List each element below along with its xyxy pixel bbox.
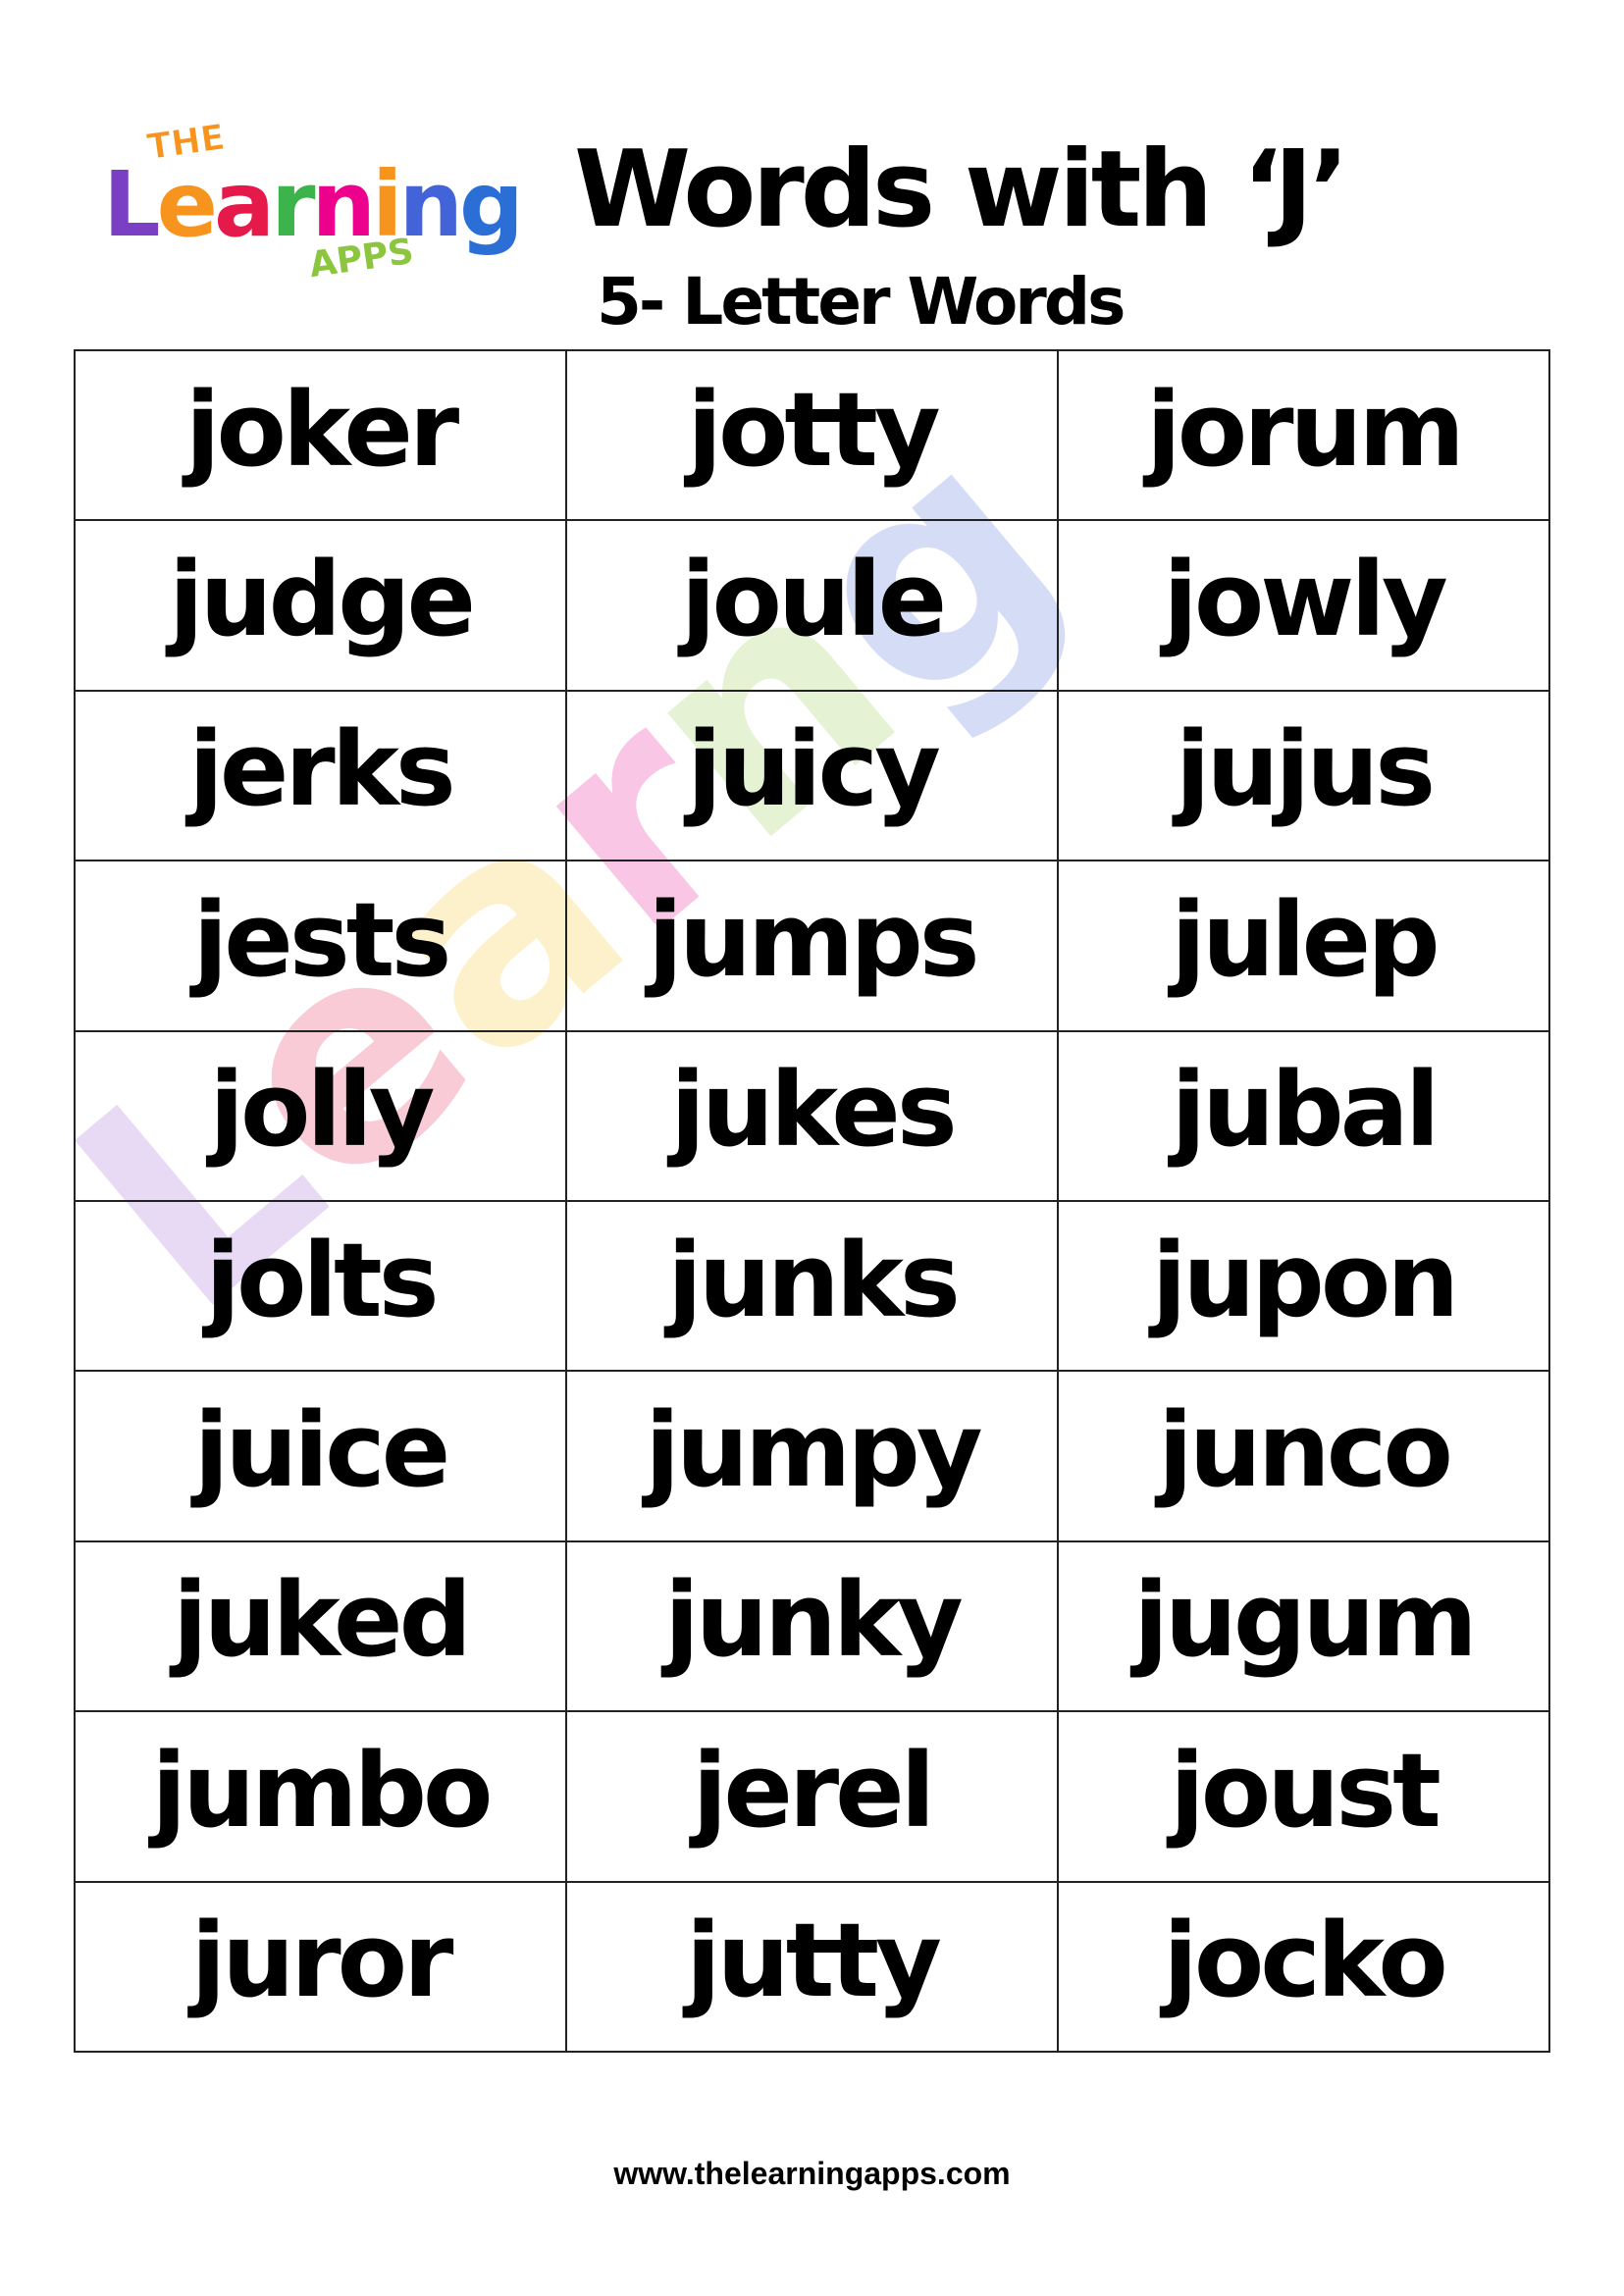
page-title: Words with ‘J’ <box>574 129 1349 251</box>
word-cell: judge <box>74 519 567 692</box>
word-cell: jorum <box>1057 348 1550 522</box>
word-cell: jowly <box>1057 519 1550 692</box>
word-cell: jotty <box>565 348 1059 522</box>
logo-letter: n <box>398 152 463 257</box>
logo-learning: Learning <box>103 152 524 257</box>
word-cell: jujus <box>1057 689 1550 862</box>
word-cell: jerel <box>565 1710 1059 1883</box>
word-cell: joust <box>1057 1710 1550 1883</box>
word-cell: jerks <box>74 689 567 862</box>
table-row: jerks juicy jujus <box>74 689 1550 862</box>
word-cell: jupon <box>1057 1199 1550 1373</box>
word-cell: junks <box>565 1199 1059 1373</box>
logo-letter: r <box>271 152 315 257</box>
word-cell: jocko <box>1057 1880 1550 2054</box>
table-row: jolts junks jupon <box>74 1199 1550 1373</box>
word-cell: juror <box>74 1880 567 2054</box>
logo-letter: L <box>103 152 161 257</box>
word-cell: jutty <box>565 1880 1059 2054</box>
the-learning-apps-logo: THE Learning APPS <box>103 117 524 286</box>
table-row: jests jumps julep <box>74 860 1550 1032</box>
word-table: joker jotty jorum judge joule jowly jerks juicy… <box>74 348 1550 2054</box>
word-cell: joker <box>74 348 567 522</box>
word-cell: junco <box>1057 1370 1550 1542</box>
word-cell: jolts <box>74 1199 567 1373</box>
word-cell: jests <box>74 860 567 1032</box>
table-row: jumbo jerel joust <box>74 1710 1550 1883</box>
logo-letter: n <box>311 152 376 257</box>
word-cell: juice <box>74 1370 567 1542</box>
word-cell: joule <box>565 519 1059 692</box>
word-cell: jumbo <box>74 1710 567 1883</box>
word-cell: julep <box>1057 860 1550 1032</box>
word-cell: jumps <box>565 860 1059 1032</box>
word-cell: jugum <box>1057 1539 1550 1713</box>
table-row: juked junky jugum <box>74 1539 1550 1713</box>
word-cell: jumpy <box>565 1370 1059 1542</box>
table-row: jolly jukes jubal <box>74 1029 1550 1202</box>
table-row: juror jutty jocko <box>74 1880 1550 2054</box>
word-cell: jukes <box>565 1029 1059 1202</box>
word-cell: jolly <box>74 1029 567 1202</box>
table-row: joker jotty jorum <box>74 348 1550 522</box>
page-subtitle: 5- Letter Words <box>597 264 1126 339</box>
footer-url: www.thelearningapps.com <box>613 2156 1011 2191</box>
table-row: juice jumpy junco <box>74 1370 1550 1542</box>
word-cell: junky <box>565 1539 1059 1713</box>
logo-letter: e <box>156 152 218 257</box>
table-row: judge joule jowly <box>74 519 1550 692</box>
word-cell: juked <box>74 1539 567 1713</box>
logo-letter: g <box>459 152 524 257</box>
word-cell: jubal <box>1057 1029 1550 1202</box>
logo-letter: i <box>372 152 402 257</box>
word-cell: juicy <box>565 689 1059 862</box>
logo-letter: a <box>214 152 275 257</box>
